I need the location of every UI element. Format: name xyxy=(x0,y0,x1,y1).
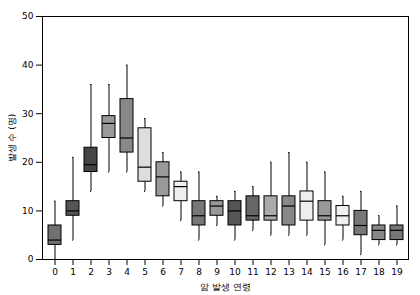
svg-text:8: 8 xyxy=(196,267,202,277)
svg-text:14: 14 xyxy=(301,267,313,277)
svg-text:2: 2 xyxy=(88,267,94,277)
svg-text:7: 7 xyxy=(178,267,184,277)
svg-text:18: 18 xyxy=(373,267,385,277)
svg-text:0: 0 xyxy=(28,254,34,264)
svg-text:10: 10 xyxy=(229,267,241,277)
svg-text:17: 17 xyxy=(355,267,366,277)
svg-text:6: 6 xyxy=(160,267,166,277)
svg-text:40: 40 xyxy=(22,60,34,70)
svg-text:4: 4 xyxy=(124,267,130,277)
svg-text:0: 0 xyxy=(52,267,58,277)
svg-text:12: 12 xyxy=(265,267,276,277)
svg-text:50: 50 xyxy=(22,11,34,21)
svg-text:3: 3 xyxy=(106,267,112,277)
svg-text:암 발생 연령: 암 발생 연령 xyxy=(200,282,251,292)
svg-text:16: 16 xyxy=(337,267,349,277)
svg-text:13: 13 xyxy=(283,267,294,277)
svg-text:20: 20 xyxy=(22,157,34,167)
svg-text:11: 11 xyxy=(247,267,258,277)
svg-text:15: 15 xyxy=(319,267,330,277)
svg-text:30: 30 xyxy=(22,109,34,119)
svg-text:9: 9 xyxy=(214,267,220,277)
svg-text:19: 19 xyxy=(391,267,403,277)
svg-text:발생 수 (명): 발생 수 (명) xyxy=(7,114,17,163)
svg-text:5: 5 xyxy=(142,267,148,277)
svg-text:1: 1 xyxy=(70,267,76,277)
svg-text:10: 10 xyxy=(22,206,34,216)
